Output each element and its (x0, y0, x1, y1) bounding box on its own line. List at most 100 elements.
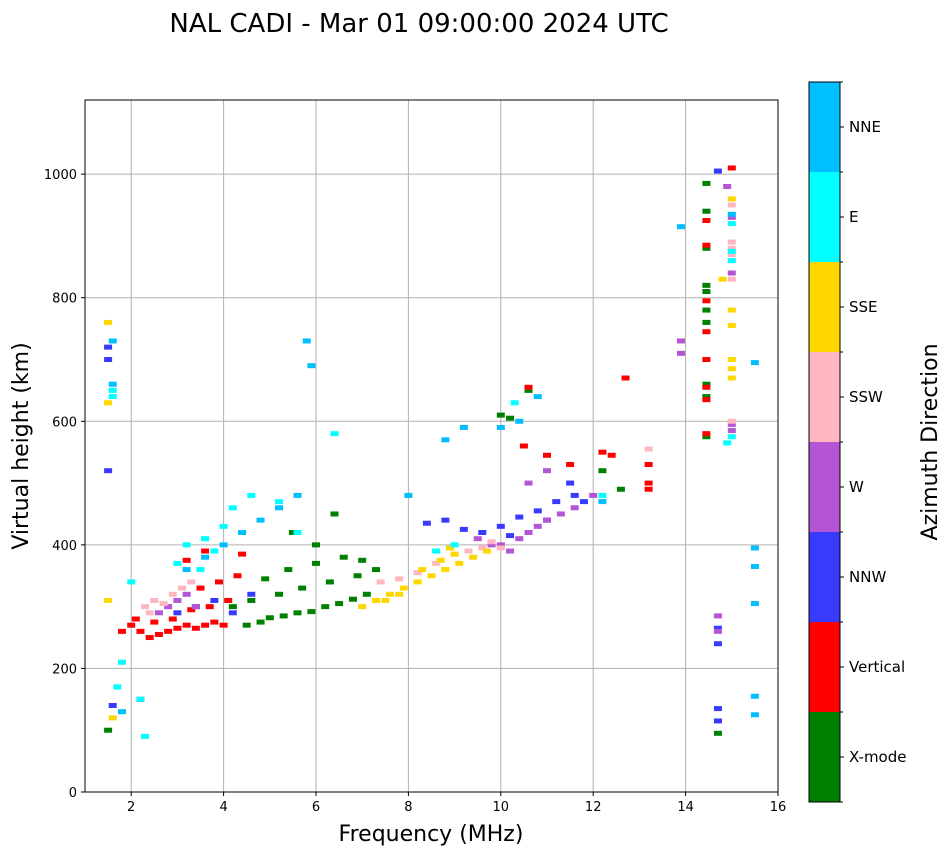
data-point (395, 576, 404, 582)
grid-lines (85, 100, 778, 792)
data-point (136, 696, 145, 702)
data-point (104, 468, 113, 474)
data-point (644, 486, 653, 492)
x-tick-label: 12 (585, 800, 602, 815)
data-point (702, 282, 711, 288)
series-e (108, 221, 736, 739)
series-vertical (117, 165, 736, 641)
data-point (487, 542, 496, 548)
data-point (589, 492, 598, 498)
data-point (702, 245, 711, 251)
data-point (358, 557, 367, 563)
data-point (150, 597, 159, 603)
x-tick-label: 2 (127, 800, 135, 815)
data-point (455, 560, 464, 566)
data-point (108, 338, 117, 344)
data-point (727, 323, 736, 329)
data-point (450, 542, 459, 548)
data-point (543, 517, 551, 523)
data-point (168, 591, 177, 597)
y-tick-label: 800 (52, 292, 77, 307)
colorbar-segment (809, 622, 840, 712)
data-point (178, 585, 187, 591)
data-point (750, 563, 759, 569)
data-point (436, 557, 445, 563)
data-point (173, 625, 182, 631)
colorbar-segment (809, 82, 840, 172)
data-point (727, 245, 736, 251)
data-point (478, 530, 487, 535)
data-point (552, 499, 561, 505)
data-point (173, 597, 182, 603)
data-point (275, 499, 284, 505)
data-point (247, 492, 256, 498)
data-point (127, 622, 136, 628)
data-point (570, 505, 579, 511)
data-point (353, 573, 362, 579)
data-point (228, 604, 237, 610)
data-point (506, 415, 515, 421)
data-point (702, 180, 711, 186)
data-point (108, 394, 117, 400)
data-point (473, 536, 482, 542)
data-point (450, 551, 459, 557)
y-axis-label: Virtual height (km) (9, 342, 34, 549)
data-point (727, 251, 736, 257)
data-point (399, 585, 408, 591)
data-point (727, 366, 736, 372)
data-point (141, 604, 150, 610)
data-point (464, 548, 473, 554)
data-point (238, 530, 247, 535)
data-point (233, 573, 242, 579)
data-point (644, 480, 653, 486)
data-point (187, 579, 196, 585)
data-point (385, 591, 394, 597)
data-point (727, 214, 736, 220)
plot-frame (84, 99, 779, 793)
data-point (579, 499, 588, 505)
data-point (713, 641, 722, 647)
data-point (182, 567, 191, 573)
data-point (330, 431, 339, 437)
data-point (427, 573, 436, 579)
data-point (566, 462, 575, 468)
data-point (104, 597, 113, 603)
data-point (288, 530, 297, 535)
x-tick-label: 8 (404, 800, 412, 815)
data-point (238, 551, 247, 557)
data-point (325, 579, 334, 585)
data-point (727, 428, 736, 434)
x-tick-label: 16 (770, 800, 787, 815)
colorbar-tick-label: Vertical (849, 658, 905, 676)
data-point (702, 217, 711, 223)
data-point (727, 375, 736, 381)
data-point (168, 616, 177, 622)
data-point (506, 533, 515, 539)
data-point (524, 387, 533, 393)
data-point (275, 591, 284, 597)
data-point (727, 418, 736, 424)
colorbar-tick-label: SSW (849, 388, 883, 406)
data-point (543, 452, 551, 458)
data-point (727, 307, 736, 313)
data-point (205, 604, 214, 610)
data-point (228, 610, 237, 616)
data-point (256, 619, 265, 625)
data-point (727, 270, 736, 276)
data-point (713, 168, 722, 174)
data-point (159, 601, 168, 607)
data-point (702, 434, 711, 440)
data-point (224, 597, 233, 603)
data-point (713, 613, 722, 619)
data-point (533, 508, 542, 514)
data-point (339, 554, 348, 560)
data-point (702, 307, 711, 313)
series-ssw (141, 202, 736, 616)
colorbar-tick-label: SSE (849, 298, 878, 316)
data-point (104, 400, 113, 406)
data-point (676, 224, 685, 230)
data-point (131, 616, 140, 622)
data-point (275, 505, 284, 511)
data-point (117, 628, 126, 634)
data-point (413, 570, 422, 576)
